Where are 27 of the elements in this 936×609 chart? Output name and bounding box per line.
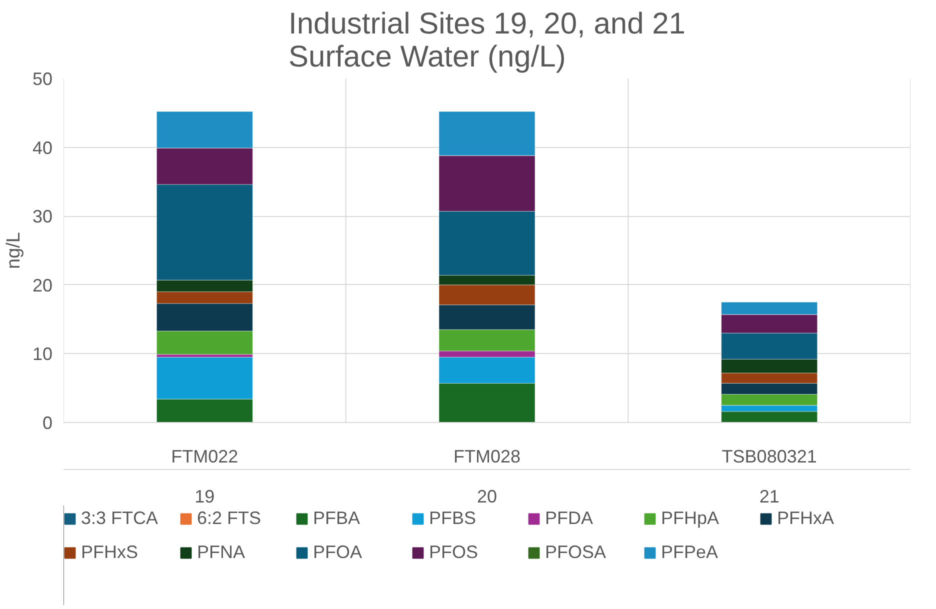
x-tick-label: FTM022 bbox=[171, 446, 238, 466]
legend-label: PFHxS bbox=[81, 540, 140, 564]
legend-label: 6:2 FTS bbox=[197, 506, 262, 530]
y-axis-title: ng/L bbox=[3, 232, 24, 269]
legend-label: PFNA bbox=[197, 540, 246, 564]
legend-label: PFHxA bbox=[777, 506, 836, 530]
y-tick-label: 50 bbox=[32, 69, 53, 89]
x-tick-label: TSB080321 bbox=[722, 446, 817, 466]
y-tick-label: 30 bbox=[32, 206, 53, 227]
x-tick-label: FTM028 bbox=[453, 446, 521, 466]
y-tick-label: 40 bbox=[32, 138, 53, 158]
legend-label: PFOSA bbox=[545, 540, 608, 564]
y-tick-label: 20 bbox=[32, 275, 53, 296]
legend-label: PFBA bbox=[313, 506, 362, 530]
text: 19 bbox=[194, 486, 215, 506]
legend-label: PFPeA bbox=[661, 540, 720, 564]
legend-label: PFDA bbox=[545, 506, 594, 530]
text: 21 bbox=[759, 486, 780, 506]
y-tick-label: 10 bbox=[32, 344, 53, 364]
legend-label: PFBS bbox=[429, 506, 478, 530]
legend-label: PFHpA bbox=[661, 506, 720, 530]
chart-title: Industrial Sites 19, 20, and 21 Surface Water (ng/L) bbox=[288, 8, 686, 74]
legend-label: 3:3 FTCA bbox=[81, 506, 160, 530]
legend-label: PFOS bbox=[429, 540, 480, 564]
text: 20 bbox=[476, 486, 498, 506]
legend-label: PFOA bbox=[313, 540, 364, 564]
y-tick-label: 0 bbox=[42, 413, 53, 433]
